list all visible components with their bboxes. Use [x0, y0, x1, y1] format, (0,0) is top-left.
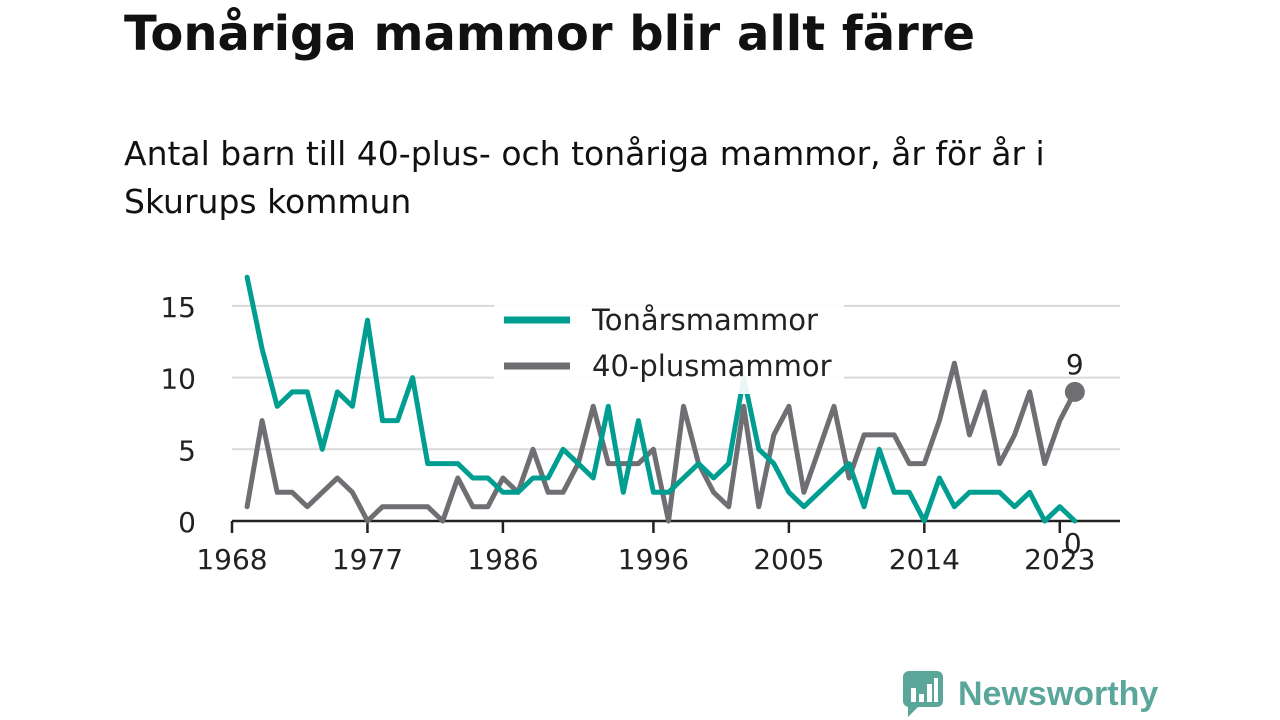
- x-tick-label: 1996: [618, 543, 689, 576]
- end-point: [1064, 381, 1085, 402]
- brand-name: Newsworthy: [958, 674, 1159, 713]
- x-tick-label: 2005: [753, 543, 824, 576]
- y-tick-label: 0: [178, 506, 196, 539]
- y-tick-label: 10: [160, 363, 196, 396]
- y-tick-label: 15: [160, 291, 196, 324]
- x-tick-label: 1977: [332, 543, 403, 576]
- legend: Tonårsmammor 40-plusmammor: [494, 298, 844, 394]
- end-label: 9: [1066, 348, 1084, 381]
- x-tick-label: 1986: [467, 543, 538, 576]
- legend-box: [494, 298, 844, 394]
- newsworthy-logo-icon: [903, 671, 943, 717]
- y-axis-ticks: 0 5 10 15: [160, 291, 196, 539]
- end-labels: 09: [1064, 348, 1085, 560]
- series-line-tonarsmammor: [244, 274, 1078, 524]
- x-tick-label: 2023: [1024, 543, 1095, 576]
- series-line-40-plusmammor: [244, 360, 1078, 524]
- x-axis: 1968 1977 1986 1996 2005 2014 2023: [196, 519, 1120, 576]
- x-tick-label: 2014: [889, 543, 960, 576]
- legend-label: Tonårsmammor: [591, 303, 818, 337]
- series-lines: [244, 274, 1078, 524]
- chart-subtitle: Antal barn till 40-plus- och tonåriga ma…: [124, 134, 1045, 221]
- chart-title: Tonåriga mammor blir allt färre: [124, 6, 976, 62]
- x-tick-label: 1968: [196, 543, 267, 576]
- brand-logo: Newsworthy: [902, 670, 1158, 718]
- y-tick-label: 5: [178, 434, 196, 467]
- legend-label: 40-plusmammor: [592, 349, 832, 383]
- end-label: 0: [1064, 527, 1082, 560]
